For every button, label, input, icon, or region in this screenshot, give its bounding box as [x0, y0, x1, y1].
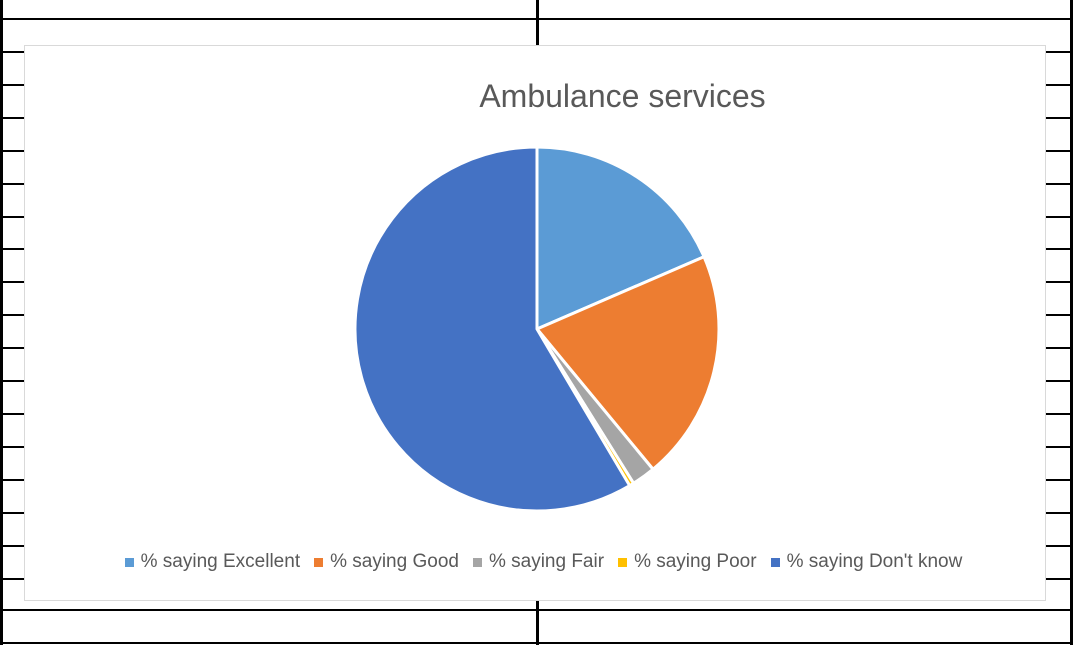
legend-item[interactable]: % saying Fair — [472, 551, 605, 573]
grid-line — [0, 642, 1073, 644]
legend-label: % saying Good — [330, 551, 459, 572]
grid-line — [0, 512, 24, 514]
grid-line — [1046, 347, 1072, 349]
pie-slice[interactable] — [535, 145, 706, 331]
grid-line — [0, 578, 24, 580]
chart-area[interactable] — [24, 45, 1046, 601]
grid-line — [1046, 512, 1072, 514]
pie-slice[interactable] — [353, 145, 632, 513]
legend-item[interactable]: % saying Good — [314, 551, 459, 573]
legend-swatch — [314, 557, 324, 567]
grid-line — [1046, 314, 1072, 316]
legend-swatch — [618, 557, 628, 567]
legend-swatch — [770, 557, 780, 567]
grid-line — [1046, 117, 1072, 119]
legend-swatch — [472, 557, 482, 567]
grid-line — [0, 18, 1073, 20]
grid-line — [0, 479, 24, 481]
grid-line — [1046, 545, 1072, 547]
grid-line — [1046, 216, 1072, 218]
grid-line — [0, 0, 3, 645]
grid-line — [0, 51, 24, 53]
grid-line — [1046, 446, 1072, 448]
legend-item[interactable]: % saying Poor — [618, 551, 757, 573]
legend-label: % saying Fair — [488, 551, 605, 572]
grid-line — [1046, 578, 1072, 580]
grid-line — [0, 413, 24, 415]
grid-line — [1046, 150, 1072, 152]
grid-line — [1046, 479, 1072, 481]
grid-line — [1046, 380, 1072, 382]
grid-line — [1046, 413, 1072, 415]
legend-item[interactable]: % saying Don't know — [770, 551, 963, 573]
grid-line — [1070, 0, 1073, 645]
grid-line — [1046, 183, 1072, 185]
grid-line — [0, 609, 1073, 611]
grid-line — [0, 446, 24, 448]
grid-line — [0, 183, 24, 185]
legend-item[interactable]: % saying Excellent — [124, 551, 301, 573]
grid-line — [0, 117, 24, 119]
grid-line — [0, 150, 24, 152]
grid-line — [0, 248, 24, 250]
grid-line — [0, 216, 24, 218]
grid-line — [1046, 248, 1072, 250]
grid-line — [0, 84, 24, 86]
grid-line — [1046, 281, 1072, 283]
chart-title: Ambulance services — [479, 78, 766, 114]
grid-line — [1046, 84, 1072, 86]
legend-label: % saying Don't know — [786, 551, 963, 572]
grid-line — [1046, 51, 1072, 53]
grid-line — [0, 281, 24, 283]
grid-line — [0, 347, 24, 349]
grid-line — [0, 380, 24, 382]
pie-slice[interactable] — [535, 255, 721, 471]
grid-line — [0, 314, 24, 316]
legend-label: % saying Poor — [634, 551, 757, 572]
grid-line — [0, 545, 24, 547]
legend-swatch — [124, 557, 134, 567]
pie-chart — [353, 145, 721, 513]
chart-legend: % saying Excellent % saying Good % saying … — [0, 551, 1073, 573]
legend-label: % saying Excellent — [140, 551, 301, 572]
